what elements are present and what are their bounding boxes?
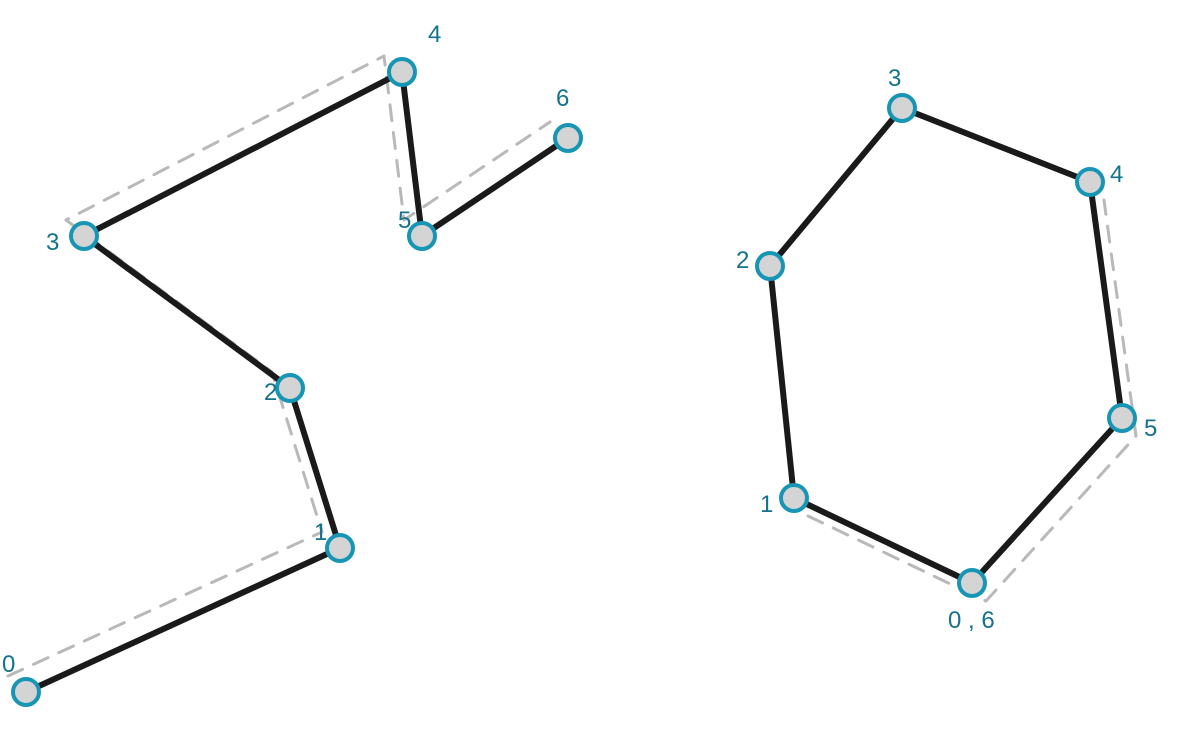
- graph-node: [959, 570, 985, 596]
- node-label: 3: [46, 229, 59, 256]
- graph-node: [555, 125, 581, 151]
- node-label: 0 , 6: [948, 607, 995, 634]
- node-label: 1: [760, 491, 773, 518]
- node-label: 2: [736, 247, 749, 274]
- graph-node: [389, 59, 415, 85]
- node-label: 3: [888, 65, 901, 92]
- node-label: 2: [264, 379, 277, 406]
- node-label: 0: [2, 651, 15, 678]
- graph-node: [1109, 405, 1135, 431]
- graph-node: [781, 485, 807, 511]
- graph-node: [13, 679, 39, 705]
- graph-node: [327, 535, 353, 561]
- diagram-canvas: 0 1 2 3 4 5 6 0 , 6 1 2 3 4 5: [0, 0, 1200, 740]
- graph-node: [409, 223, 435, 249]
- node-label: 5: [398, 207, 411, 234]
- solid-layer: [26, 72, 1122, 692]
- node-label: 4: [428, 21, 441, 48]
- graph-node: [889, 95, 915, 121]
- node-label: 1: [314, 519, 327, 546]
- solid-edge: [770, 108, 1122, 583]
- node-label: 6: [556, 85, 569, 112]
- graph-node: [71, 223, 97, 249]
- graph-node: [757, 253, 783, 279]
- dashed-edge: [808, 200, 1136, 601]
- dashed-edge: [8, 56, 550, 676]
- graph-node: [277, 375, 303, 401]
- node-label: 5: [1144, 415, 1157, 442]
- graph-node: [1077, 169, 1103, 195]
- node-label: 4: [1110, 161, 1123, 188]
